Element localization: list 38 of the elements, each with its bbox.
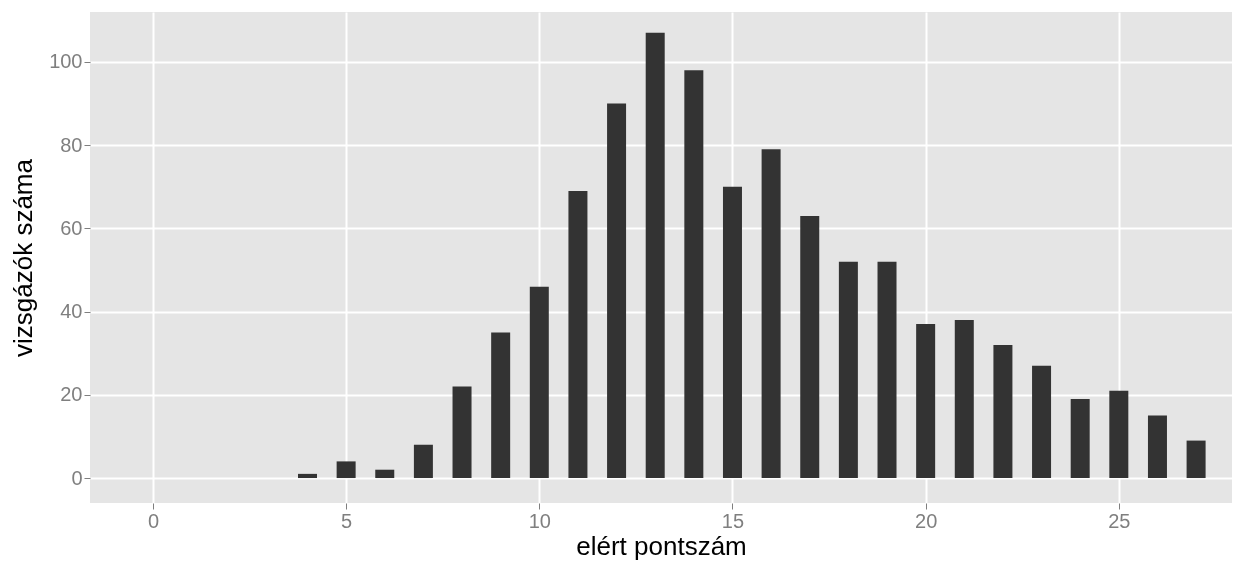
y-tick-label: 60 xyxy=(60,216,83,239)
bar xyxy=(1070,398,1090,479)
bar xyxy=(336,461,356,479)
y-tick-label: 40 xyxy=(60,300,83,323)
bar xyxy=(722,186,742,479)
bar xyxy=(297,473,317,479)
x-tick-label: 10 xyxy=(528,509,551,532)
x-tick-label: 15 xyxy=(721,509,745,532)
bar xyxy=(529,286,549,479)
bar xyxy=(916,324,936,479)
bar xyxy=(1109,390,1129,479)
y-axis-title: vizsgázók száma xyxy=(8,158,39,357)
bar xyxy=(1032,365,1052,479)
y-tick-label: 100 xyxy=(49,50,83,73)
bar xyxy=(1186,440,1206,479)
bar xyxy=(568,190,588,479)
bar xyxy=(1147,415,1167,479)
x-tick-label: 25 xyxy=(1108,509,1131,532)
bar xyxy=(645,32,665,479)
y-tick-label: 80 xyxy=(60,133,83,156)
bar xyxy=(452,386,472,479)
x-tick-label: 0 xyxy=(147,509,160,532)
bar xyxy=(684,70,704,479)
bar xyxy=(877,261,897,479)
x-axis-title: elért pontszám xyxy=(576,530,747,561)
bar xyxy=(954,319,974,479)
bar xyxy=(375,469,395,479)
bar xyxy=(607,103,627,479)
bar xyxy=(800,215,820,479)
y-tick-label: 0 xyxy=(71,466,83,489)
bar xyxy=(838,261,858,479)
bar xyxy=(993,344,1013,479)
x-tick-label: 20 xyxy=(915,509,938,532)
y-tick-label: 20 xyxy=(60,383,83,406)
bar xyxy=(761,149,781,479)
x-tick-label: 5 xyxy=(341,509,353,532)
bar xyxy=(491,332,511,479)
bar xyxy=(413,444,433,479)
